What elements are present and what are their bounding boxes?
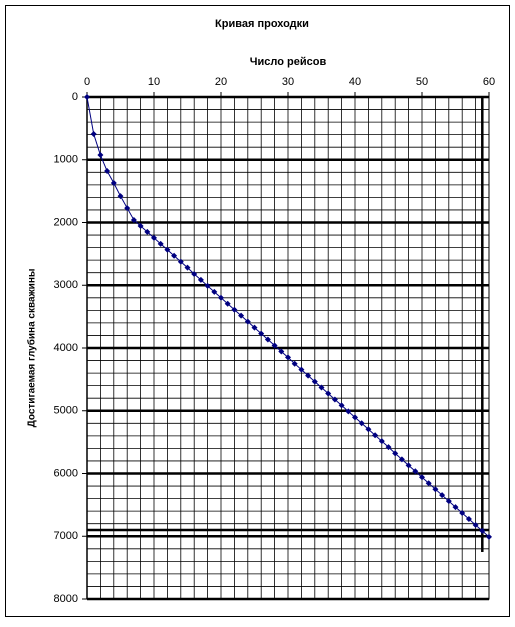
data-point xyxy=(110,179,117,186)
y-tick-label: 1000 xyxy=(54,154,78,166)
data-point xyxy=(372,432,379,439)
data-point xyxy=(479,527,486,534)
data-point xyxy=(298,366,305,373)
data-point xyxy=(358,420,365,427)
data-point xyxy=(137,222,144,229)
y-tick-label: 0 xyxy=(72,91,78,103)
data-point xyxy=(104,168,111,175)
data-point xyxy=(124,205,131,212)
data-point xyxy=(365,426,372,433)
data-point xyxy=(439,492,446,499)
data-point xyxy=(486,533,492,540)
data-point xyxy=(398,456,405,463)
data-point xyxy=(445,498,452,505)
x-tick-label: 40 xyxy=(349,76,361,88)
data-point xyxy=(385,444,392,451)
data-point xyxy=(378,438,385,445)
data-point xyxy=(392,450,399,457)
data-point xyxy=(472,521,479,528)
data-point xyxy=(264,336,271,343)
data-point xyxy=(130,216,137,223)
data-point xyxy=(171,252,178,259)
data-point xyxy=(258,330,265,337)
data-point xyxy=(151,234,157,241)
data-point xyxy=(338,402,345,409)
y-axis-title: Достигаемая глубина скважины xyxy=(26,269,38,428)
data-point xyxy=(144,228,151,235)
data-point xyxy=(465,515,472,522)
data-point xyxy=(117,193,124,200)
data-point xyxy=(405,462,412,469)
data-point xyxy=(419,474,425,481)
data-point xyxy=(251,324,258,331)
y-tick-label: 6000 xyxy=(54,467,78,479)
data-point xyxy=(452,504,459,511)
data-point xyxy=(271,342,278,349)
y-tick-label: 3000 xyxy=(54,279,78,291)
y-tick-label: 5000 xyxy=(54,405,78,417)
x-tick-label: 50 xyxy=(416,76,428,88)
x-tick-label: 20 xyxy=(215,76,227,88)
data-point xyxy=(224,300,231,307)
y-tick-label: 7000 xyxy=(54,530,78,542)
y-tick-label: 2000 xyxy=(54,216,78,228)
data-point xyxy=(425,480,432,487)
data-point xyxy=(432,486,439,493)
data-point xyxy=(412,468,419,475)
data-point xyxy=(84,94,90,100)
data-point xyxy=(278,348,285,355)
data-point xyxy=(311,378,318,385)
data-point xyxy=(90,131,97,138)
data-point xyxy=(345,408,352,415)
x-tick-label: 30 xyxy=(282,76,294,88)
data-point xyxy=(352,414,358,421)
data-point xyxy=(305,372,312,379)
x-tick-label: 10 xyxy=(148,76,160,88)
data-point xyxy=(184,264,191,271)
data-point xyxy=(197,276,204,283)
data-point xyxy=(331,396,338,403)
data-point xyxy=(211,288,218,295)
y-tick-label: 8000 xyxy=(54,593,78,605)
data-point xyxy=(318,384,325,391)
data-point xyxy=(218,294,224,301)
data-point xyxy=(231,306,238,313)
data-point xyxy=(459,510,466,517)
data-point xyxy=(177,258,184,265)
data-point xyxy=(204,282,211,289)
x-axis-title: Число рейсов xyxy=(250,56,327,68)
x-tick-label: 60 xyxy=(483,76,495,88)
data-point xyxy=(238,312,245,319)
chart-title: Кривая проходки xyxy=(215,18,309,30)
data-point xyxy=(97,152,104,159)
y-tick-label: 4000 xyxy=(54,342,78,354)
data-point xyxy=(325,390,332,397)
data-point xyxy=(157,240,164,247)
data-point xyxy=(164,246,171,253)
x-tick-label: 0 xyxy=(84,76,90,88)
data-point xyxy=(244,318,251,325)
data-point xyxy=(285,354,291,361)
data-point xyxy=(291,360,298,367)
data-point xyxy=(191,270,198,277)
